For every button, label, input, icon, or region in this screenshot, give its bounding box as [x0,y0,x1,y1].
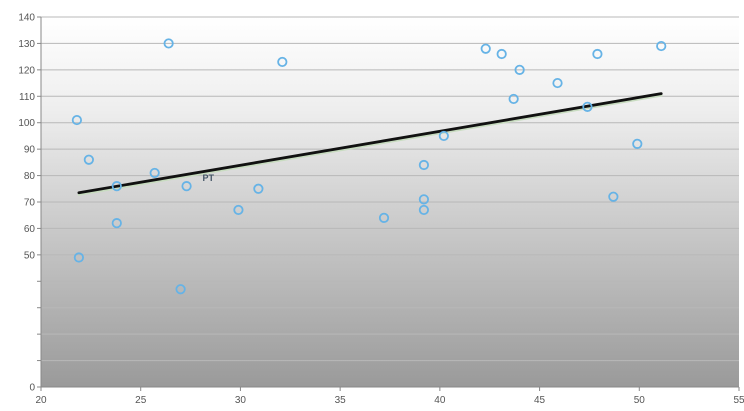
x-tick-label-4: 40 [434,395,446,406]
y-tick-label-6: 60 [24,224,36,235]
data-point-24 [608,191,619,202]
y-tick-label-12: 120 [18,65,35,76]
data-point-26 [656,40,667,52]
data-point-1 [73,252,84,263]
annotations: PT [203,173,215,183]
data-point-3 [111,181,122,192]
data-point-4 [111,218,122,229]
data-point-23 [592,48,603,60]
data-points [71,38,667,295]
data-point-5 [149,167,160,179]
data-point-9 [233,204,244,216]
data-point-22 [582,101,593,112]
x-tick-label-3: 35 [335,395,347,406]
y-tick-label-8: 80 [24,171,36,182]
y-axis-tick-labels: 0 50 60 70 80 90 100 110 120 130 140 [18,13,35,394]
data-point-11 [277,56,288,68]
x-tick-label-7: 55 [733,395,744,406]
y-tick-label-10: 100 [18,118,35,129]
y-tick-label-7: 70 [24,198,36,209]
data-point-14 [418,194,430,205]
data-point-13 [418,159,430,171]
data-point-20 [514,64,525,75]
data-point-21 [552,77,563,89]
annotation-label-0: PT [203,173,215,183]
data-point-6 [163,38,174,49]
y-tick-label-5: 50 [24,250,36,261]
data-point-12 [378,212,390,223]
y-tick-label-9: 90 [24,145,36,156]
x-axis-tick-labels: 20 25 30 35 40 45 50 55 [35,395,744,406]
data-point-25 [632,138,643,149]
data-point-16 [438,130,449,142]
x-tick-label-2: 30 [235,395,247,406]
data-point-0 [71,114,82,126]
trendline-group [77,92,663,196]
data-point-18 [496,48,507,60]
y-tick-label-0: 0 [29,383,35,394]
data-point-15 [418,204,430,216]
x-tick-label-1: 25 [135,395,147,406]
y-tick-label-14: 140 [18,13,35,24]
trendline-highlight [77,94,663,196]
x-tick-label-0: 20 [35,395,47,406]
data-point-10 [253,183,264,194]
trendline [77,92,663,195]
y-tick-label-11: 110 [19,92,35,103]
data-point-2 [83,154,94,165]
axes [37,16,740,391]
data-point-7 [175,284,186,295]
y-tick-label-13: 130 [18,39,35,50]
data-point-17 [480,43,491,54]
x-tick-label-6: 50 [634,395,646,406]
data-point-8 [181,181,192,192]
x-tick-label-5: 45 [534,395,546,406]
data-point-19 [508,93,519,105]
